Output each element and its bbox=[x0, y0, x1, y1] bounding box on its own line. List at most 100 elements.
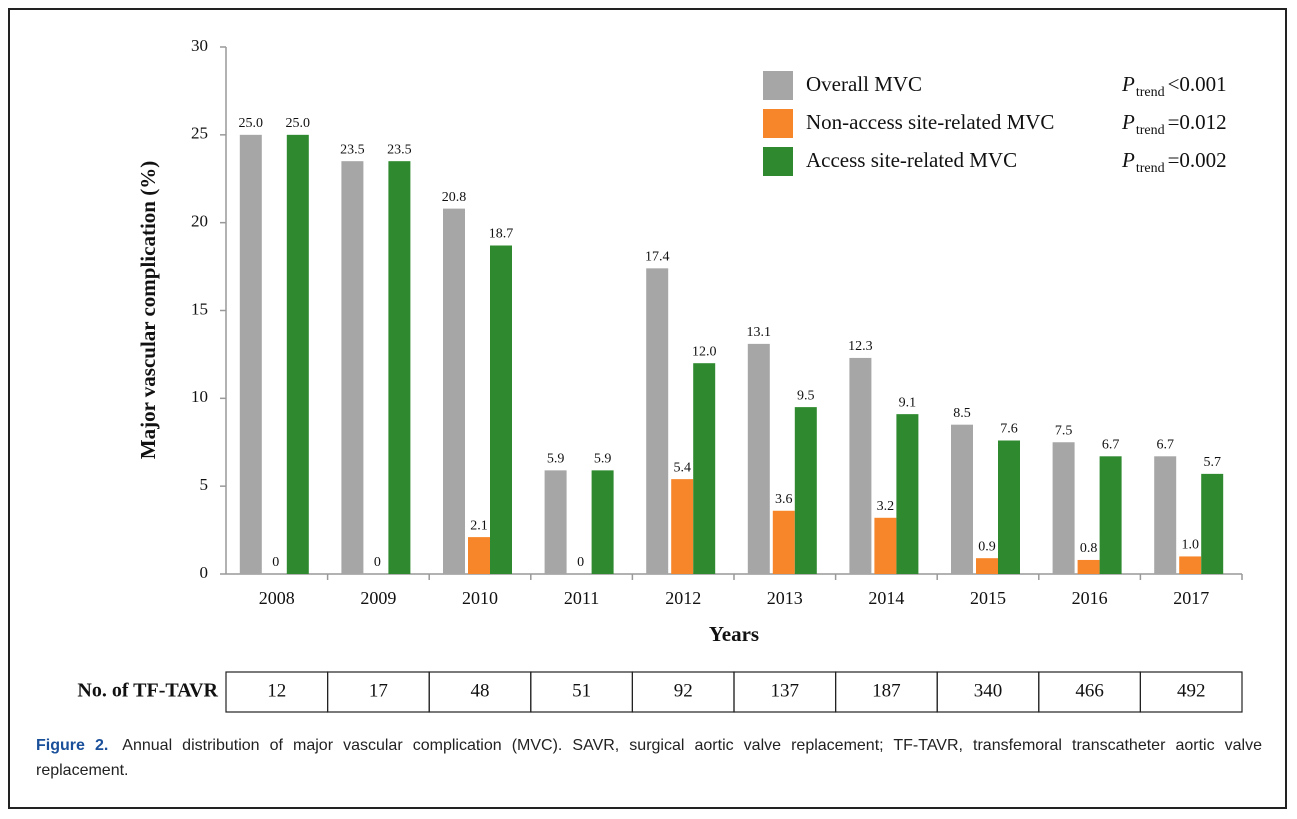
value-label: 6.7 bbox=[1102, 438, 1120, 453]
value-label: 9.5 bbox=[797, 388, 815, 403]
y-tick-label: 5 bbox=[200, 475, 209, 494]
value-label: 8.5 bbox=[953, 406, 971, 421]
table-label: No. of TF-TAVR bbox=[77, 680, 218, 702]
caption: Figure 2. Annual distribution of major va… bbox=[36, 733, 1262, 783]
y-tick-label: 20 bbox=[191, 212, 208, 231]
bar bbox=[896, 414, 919, 574]
bar bbox=[239, 134, 262, 575]
value-label: 0.8 bbox=[1080, 541, 1098, 556]
value-label: 25.0 bbox=[286, 116, 311, 131]
x-tick-label: 2014 bbox=[868, 588, 904, 608]
value-label: 3.2 bbox=[877, 499, 895, 514]
bar bbox=[747, 343, 770, 574]
p-subscript: trend bbox=[1136, 123, 1165, 138]
bar bbox=[976, 558, 998, 574]
y-tick-label: 0 bbox=[200, 563, 209, 582]
legend-label: Overall MVC bbox=[806, 72, 922, 96]
bar bbox=[490, 245, 512, 574]
p-symbol: P bbox=[1121, 148, 1135, 172]
bar bbox=[646, 268, 669, 574]
table-value: 12 bbox=[267, 680, 286, 701]
caption-text: Annual distribution of major vascular co… bbox=[36, 737, 1262, 779]
bar bbox=[693, 363, 716, 574]
value-label: 17.4 bbox=[645, 250, 670, 265]
value-label: 9.1 bbox=[899, 395, 917, 410]
bar bbox=[951, 424, 973, 574]
bar bbox=[388, 161, 411, 574]
p-subscript: trend bbox=[1136, 161, 1165, 176]
x-axis-label: Years bbox=[709, 622, 759, 646]
bar bbox=[1179, 556, 1202, 574]
bar bbox=[1099, 456, 1122, 574]
value-label: 25.0 bbox=[239, 116, 264, 131]
table-value: 48 bbox=[471, 680, 490, 701]
value-label: 18.7 bbox=[489, 227, 514, 242]
p-trend: Ptrend =0.012 bbox=[1121, 110, 1227, 138]
p-symbol: P bbox=[1121, 72, 1135, 96]
value-label: 0 bbox=[272, 555, 279, 570]
p-value: =0.012 bbox=[1168, 110, 1227, 134]
value-label: 0 bbox=[577, 555, 584, 570]
bar bbox=[772, 510, 795, 574]
y-tick-label: 25 bbox=[191, 124, 208, 143]
table-value: 340 bbox=[974, 680, 1003, 701]
p-subscript: trend bbox=[1136, 85, 1165, 100]
table-cell bbox=[1139, 671, 1243, 713]
p-trend: Ptrend =0.002 bbox=[1121, 148, 1227, 176]
bar bbox=[341, 161, 364, 574]
y-tick-label: 30 bbox=[191, 36, 208, 55]
bar bbox=[1077, 559, 1100, 574]
legend-label: Non-access site-related MVC bbox=[806, 110, 1054, 134]
x-tick-label: 2017 bbox=[1173, 588, 1209, 608]
x-tick-label: 2012 bbox=[665, 588, 701, 608]
value-label: 12.3 bbox=[848, 339, 873, 354]
x-tick-label: 2011 bbox=[564, 588, 599, 608]
y-tick-label: 10 bbox=[191, 387, 208, 406]
value-label: 3.6 bbox=[775, 492, 793, 507]
legend-swatch bbox=[763, 109, 793, 138]
bar bbox=[1052, 442, 1075, 574]
figure-frame bbox=[8, 8, 1287, 809]
table-value: 137 bbox=[771, 680, 800, 701]
value-label: 12.0 bbox=[692, 344, 717, 359]
table-value: 492 bbox=[1177, 680, 1206, 701]
value-label: 5.9 bbox=[547, 452, 565, 467]
value-label: 7.5 bbox=[1055, 423, 1073, 438]
table-value: 187 bbox=[872, 680, 901, 701]
value-label: 0.9 bbox=[978, 539, 996, 554]
x-tick-label: 2015 bbox=[970, 588, 1006, 608]
chart: Major vascular complication (%) Years No… bbox=[77, 36, 1243, 713]
legend-swatch bbox=[763, 147, 793, 176]
value-label: 0 bbox=[374, 555, 381, 570]
legend-swatch bbox=[763, 71, 793, 100]
bar bbox=[544, 470, 567, 574]
value-label: 5.9 bbox=[594, 452, 612, 467]
value-label: 1.0 bbox=[1181, 538, 1199, 553]
x-tick-label: 2010 bbox=[462, 588, 498, 608]
bar bbox=[468, 537, 490, 574]
table-value: 92 bbox=[674, 680, 693, 701]
value-label: 6.7 bbox=[1156, 438, 1174, 453]
value-label: 2.1 bbox=[470, 518, 488, 533]
bar bbox=[849, 357, 872, 574]
table-value: 17 bbox=[369, 680, 388, 701]
value-label: 23.5 bbox=[387, 142, 412, 157]
p-symbol: P bbox=[1121, 110, 1135, 134]
value-label: 20.8 bbox=[442, 190, 467, 205]
y-axis-label: Major vascular complication (%) bbox=[136, 161, 160, 459]
bar bbox=[591, 470, 614, 574]
x-tick-label: 2013 bbox=[767, 588, 803, 608]
bar bbox=[286, 134, 309, 575]
y-tick-label: 15 bbox=[191, 299, 208, 318]
bar bbox=[998, 440, 1020, 574]
p-value: <0.001 bbox=[1168, 72, 1227, 96]
value-label: 5.4 bbox=[673, 460, 691, 475]
bar bbox=[794, 407, 817, 574]
x-tick-label: 2016 bbox=[1072, 588, 1108, 608]
bar bbox=[1201, 473, 1224, 574]
caption-label: Figure 2. bbox=[36, 737, 109, 754]
x-tick-label: 2009 bbox=[360, 588, 396, 608]
bar bbox=[671, 479, 694, 574]
bar bbox=[874, 517, 897, 574]
